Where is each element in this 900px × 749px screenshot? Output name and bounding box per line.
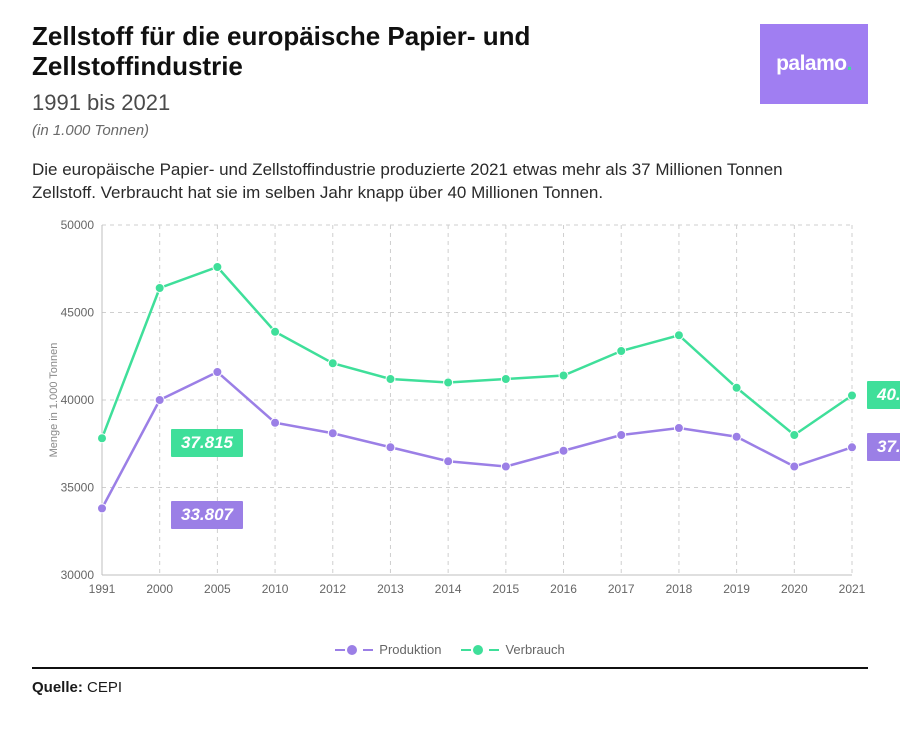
svg-text:50000: 50000 <box>61 218 95 232</box>
svg-text:Menge in 1.000 Tonnen: Menge in 1.000 Tonnen <box>48 342 60 457</box>
svg-text:2018: 2018 <box>666 582 693 596</box>
chart-legend: Produktion Verbrauch <box>32 639 868 658</box>
value-callout: 33.807 <box>171 501 243 529</box>
svg-text:2014: 2014 <box>435 582 462 596</box>
brand-logo: palamo. <box>760 24 868 104</box>
source-value: CEPI <box>87 679 122 696</box>
legend-item: Verbrauch <box>461 642 564 657</box>
svg-text:2000: 2000 <box>146 582 173 596</box>
svg-text:2015: 2015 <box>492 582 519 596</box>
infographic-container: Zellstoff für die europäische Papier- un… <box>0 0 900 749</box>
svg-text:30000: 30000 <box>61 568 95 582</box>
svg-text:45000: 45000 <box>61 305 95 319</box>
value-callout: 37.297 <box>867 433 900 461</box>
title-block: Zellstoff für die europäische Papier- un… <box>32 22 652 159</box>
legend-label: Produktion <box>379 642 441 657</box>
svg-text:1991: 1991 <box>89 582 116 596</box>
svg-text:2017: 2017 <box>608 582 635 596</box>
svg-text:2021: 2021 <box>839 582 866 596</box>
header-row: Zellstoff für die europäische Papier- un… <box>32 22 868 159</box>
svg-text:2010: 2010 <box>262 582 289 596</box>
svg-text:2020: 2020 <box>781 582 808 596</box>
brand-logo-text: palamo. <box>776 52 852 76</box>
source-label: Quelle: <box>32 679 83 696</box>
legend-label: Verbrauch <box>505 642 564 657</box>
svg-text:2013: 2013 <box>377 582 404 596</box>
svg-text:2012: 2012 <box>319 582 346 596</box>
svg-text:2019: 2019 <box>723 582 750 596</box>
value-callout: 40.258 <box>867 381 900 409</box>
legend-item: Produktion <box>335 642 441 657</box>
chart-subtitle: 1991 bis 2021 <box>32 90 652 116</box>
line-chart: 30000 35000 40000 45000 50000 1991 2000 2005 201… <box>32 215 868 635</box>
value-callout: 37.815 <box>171 429 243 457</box>
svg-text:2016: 2016 <box>550 582 577 596</box>
source-footer: Quelle: CEPI <box>32 667 868 696</box>
unit-note: (in 1.000 Tonnen) <box>32 122 652 139</box>
svg-text:2005: 2005 <box>204 582 231 596</box>
svg-text:40000: 40000 <box>61 393 95 407</box>
brand-logo-dot-icon: . <box>847 52 852 75</box>
chart-title: Zellstoff für die europäische Papier- un… <box>32 22 652 82</box>
chart-area: 30000 35000 40000 45000 50000 1991 2000 2005 201… <box>32 215 868 635</box>
svg-text:35000: 35000 <box>61 480 95 494</box>
chart-description: Die europäische Papier- und Zellstoffind… <box>32 159 812 205</box>
